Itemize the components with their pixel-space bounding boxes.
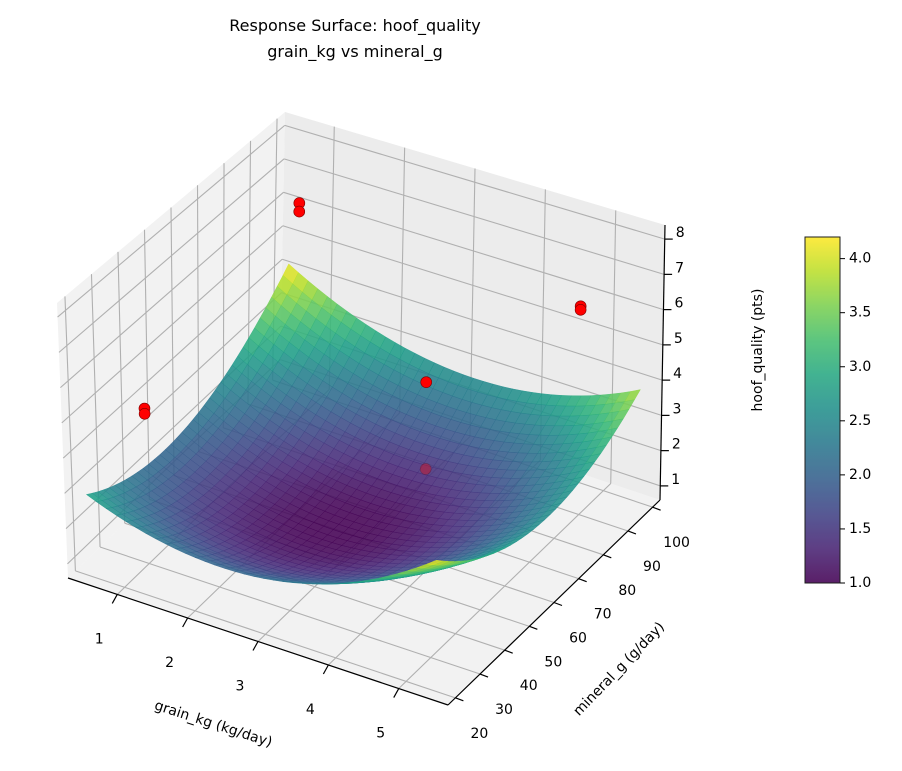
colorbar-tick-label: 1.5 xyxy=(849,521,871,537)
y-tick xyxy=(603,555,611,558)
colorbar-tick-label: 4.0 xyxy=(849,251,871,267)
x-tick-label: 2 xyxy=(165,655,174,671)
chart-title: Response Surface: hoof_quality xyxy=(229,16,480,36)
y-tick xyxy=(628,531,636,534)
z-tick-label: 7 xyxy=(675,260,684,276)
y-tick-label: 80 xyxy=(618,583,636,599)
z-tick-label: 2 xyxy=(672,437,681,453)
z-axis-label: hoof_quality (pts) xyxy=(750,289,766,412)
y-tick xyxy=(653,507,661,510)
x-tick-label: 4 xyxy=(306,702,315,718)
colorbar-tick-label: 3.0 xyxy=(849,359,871,375)
y-tick xyxy=(505,650,513,653)
x-tick-label: 3 xyxy=(236,679,245,695)
y-tick xyxy=(554,603,562,606)
x-tick-label: 1 xyxy=(95,631,104,647)
chart-subtitle: grain_kg vs mineral_g xyxy=(267,42,443,62)
y-tick-label: 40 xyxy=(520,678,538,694)
colorbar-gradient xyxy=(805,237,840,583)
y-tick-label: 50 xyxy=(544,654,562,670)
z-tick-label: 4 xyxy=(673,366,682,382)
y-tick-label: 100 xyxy=(663,535,690,551)
z-tick-label: 8 xyxy=(676,225,685,241)
x-tick-label: 5 xyxy=(376,726,385,742)
x-axis-label: grain_kg (kg/day) xyxy=(152,698,274,751)
colorbar-tick-label: 1.0 xyxy=(849,575,871,591)
y-tick xyxy=(529,626,537,629)
x-tick xyxy=(323,665,328,674)
y-tick-label: 30 xyxy=(495,702,513,718)
data-point xyxy=(575,304,586,315)
y-tick-label: 90 xyxy=(643,559,661,575)
data-point xyxy=(294,206,305,217)
colorbar-tick-label: 2.0 xyxy=(849,467,871,483)
data-point xyxy=(139,408,150,419)
y-tick-label: 70 xyxy=(594,607,612,623)
colorbar: 1.0 1.5 2.0 2.5 3.0 3.5 4.0 xyxy=(805,237,871,591)
y-tick xyxy=(480,674,488,677)
x-tick xyxy=(394,689,399,698)
data-point xyxy=(421,377,432,388)
colorbar-tick-label: 3.5 xyxy=(849,305,871,321)
x-tick xyxy=(253,642,258,651)
z-tick-label: 6 xyxy=(674,296,683,312)
y-tick xyxy=(579,579,587,582)
y-tick xyxy=(455,698,463,701)
z-tick-label: 1 xyxy=(671,472,680,488)
data-point xyxy=(420,463,431,474)
x-tick xyxy=(112,594,117,603)
z-tick-label: 5 xyxy=(674,331,683,347)
y-tick-label: 60 xyxy=(569,631,587,647)
colorbar-tick-label: 2.5 xyxy=(849,413,871,429)
z-tick-label: 3 xyxy=(673,401,682,417)
y-tick-label: 20 xyxy=(470,726,488,742)
x-tick xyxy=(183,618,188,627)
